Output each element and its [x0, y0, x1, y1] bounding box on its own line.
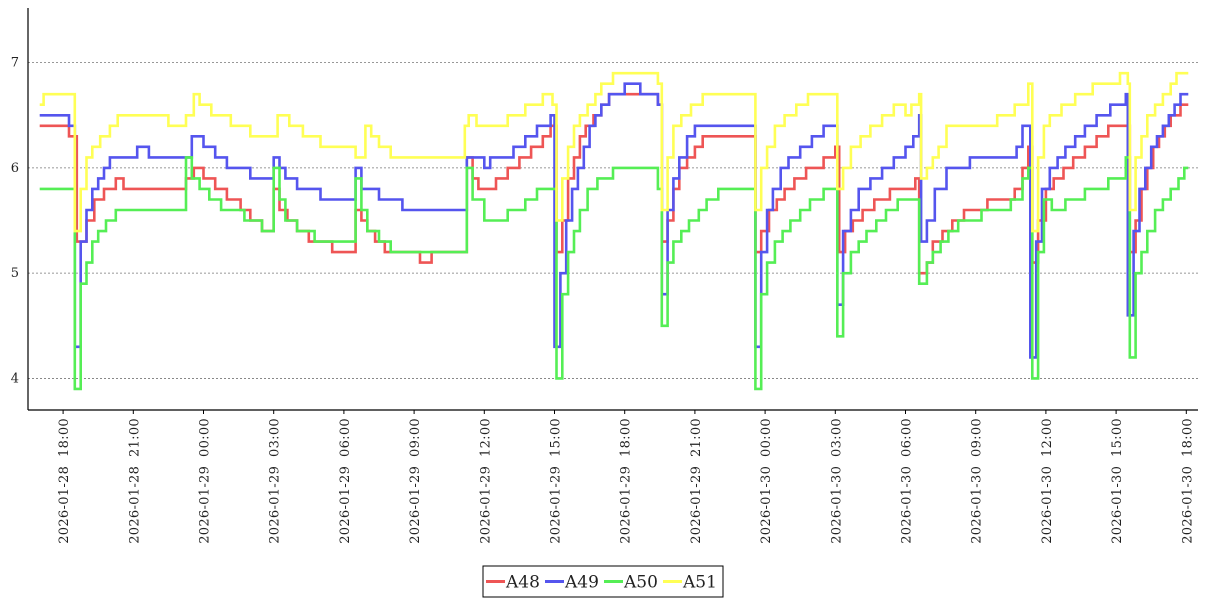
legend-label-a50: A50: [623, 573, 658, 593]
y-tick-label: 6: [11, 161, 19, 176]
x-tick-label: 2026-01-28 18:00: [57, 418, 72, 544]
x-tick-label: 2026-01-29 09:00: [408, 418, 423, 544]
x-tick-label: 2026-01-28 21:00: [127, 418, 142, 544]
series-line-a50: [39, 156, 1189, 391]
x-tick-label: 2026-01-29 03:00: [268, 418, 283, 544]
x-tick-label: 2026-01-30 15:00: [1110, 418, 1125, 544]
legend-label-a49: A49: [564, 573, 599, 593]
grid-layer: [28, 62, 1198, 379]
y-tick-label: 4: [11, 371, 19, 386]
series-line-a51: [39, 71, 1189, 233]
x-tick-label: 2026-01-30 00:00: [759, 418, 774, 544]
legend: A48 A49 A50 A51: [482, 565, 724, 598]
legend-box: [482, 565, 724, 598]
x-tick-label: 2026-01-30 12:00: [1040, 418, 1055, 544]
x-tick-label: 2026-01-30 09:00: [970, 418, 985, 544]
legend-label-a48: A48: [505, 573, 540, 593]
x-tick-label: 2026-01-29 21:00: [689, 418, 704, 544]
y-tick-label: 5: [11, 266, 19, 281]
axis-layer: 4 5 6 7 2026-01-28 18:00 2026-01-28 21:00 2026…: [11, 8, 1198, 544]
series-layer: [39, 71, 1189, 391]
y-tick-label: 7: [11, 56, 19, 71]
x-tick-label: 2026-01-29 06:00: [338, 418, 353, 544]
x-tick-label: 2026-01-29 18:00: [619, 418, 634, 544]
x-tick-label: 2026-01-30 03:00: [829, 418, 844, 544]
x-tick-label: 2026-01-29 00:00: [198, 418, 213, 544]
series-line-a48: [39, 92, 1189, 275]
legend-label-a51: A51: [682, 573, 717, 593]
x-tick-label: 2026-01-29 12:00: [478, 418, 493, 544]
x-tick-label: 2026-01-30 18:00: [1180, 418, 1195, 544]
x-tick-label: 2026-01-29 15:00: [549, 418, 564, 544]
x-tick-label: 2026-01-30 06:00: [900, 418, 915, 544]
series-line-a49: [39, 82, 1189, 359]
